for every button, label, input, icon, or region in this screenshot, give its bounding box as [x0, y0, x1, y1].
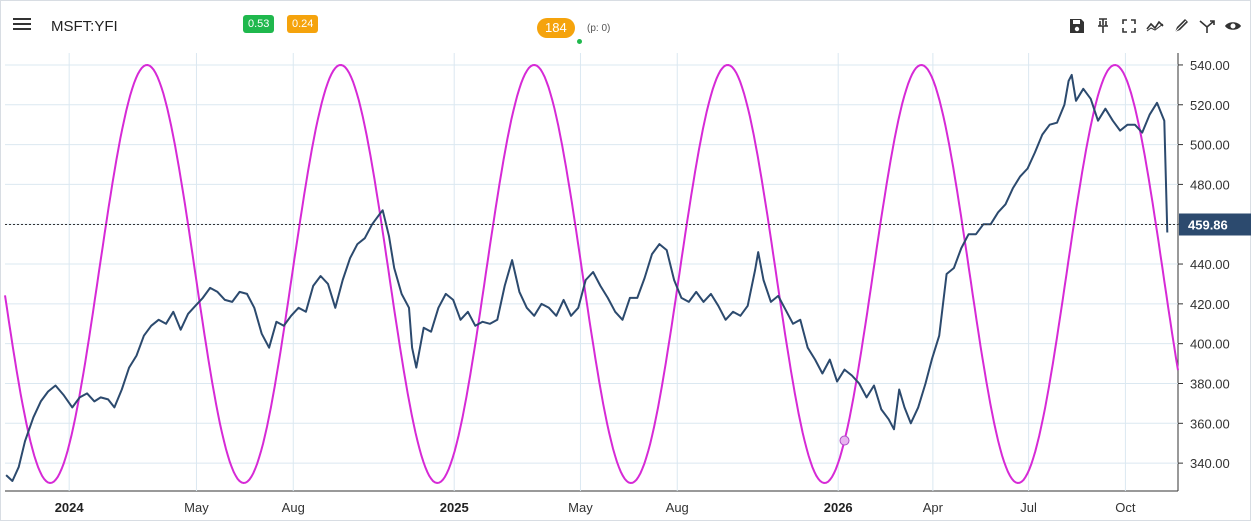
fork-icon[interactable] [1198, 17, 1216, 35]
x-tick-label: Oct [1115, 500, 1136, 515]
draw-icon[interactable] [1172, 17, 1190, 35]
last-price-indicator: 459.86 [5, 213, 1251, 236]
fullscreen-icon[interactable] [1120, 17, 1138, 35]
x-tick-label: Jul [1020, 500, 1037, 515]
x-tick-label: May [184, 500, 209, 515]
y-tick-label: 540.00 [1190, 58, 1230, 73]
menu-icon[interactable] [13, 15, 31, 33]
price-line [5, 73, 1169, 482]
x-axis: 2024 May Aug 2025 May Aug 2026 Apr Jul Oct [55, 500, 1136, 515]
status-dot [577, 39, 582, 44]
y-tick-label: 440.00 [1190, 257, 1230, 272]
x-tick-label: May [568, 500, 593, 515]
symbol-label[interactable]: MSFT:YFI [51, 18, 118, 35]
cycle-line [4, 63, 1179, 485]
top-bar: MSFT:YFI 0.53 0.24 184 (p: 0) [1, 1, 1251, 53]
trend-icon[interactable] [1146, 17, 1164, 35]
pin-icon[interactable] [1094, 17, 1112, 35]
x-tick-label: 2026 [824, 500, 853, 515]
indicator-badge-orange: 0.24 [287, 15, 319, 33]
x-tick-label: Aug [666, 500, 689, 515]
cycle-marker [839, 435, 850, 446]
toolbar [1068, 17, 1242, 35]
y-tick-label: 420.00 [1190, 297, 1230, 312]
y-tick-label: 340.00 [1190, 456, 1230, 471]
period-badge[interactable]: 184 [537, 18, 575, 38]
y-tick-label: 400.00 [1190, 337, 1230, 352]
x-tick-label: Aug [282, 500, 305, 515]
period-sub-label: (p: 0) [587, 23, 611, 34]
y-tick-label: 380.00 [1190, 376, 1230, 391]
x-tick-label: Apr [923, 500, 944, 515]
price-layer [5, 73, 1169, 482]
cycle-layer [4, 63, 1179, 485]
y-axis: 340.00360.00380.00400.00420.00440.00460.… [1190, 58, 1230, 471]
x-tick-label: 2025 [440, 500, 469, 515]
y-tick-label: 480.00 [1190, 177, 1230, 192]
eye-icon[interactable] [1224, 17, 1242, 35]
save-icon[interactable] [1068, 17, 1086, 35]
y-tick-label: 500.00 [1190, 138, 1230, 153]
x-tick-label: 2024 [55, 500, 85, 515]
y-tick-label: 360.00 [1190, 416, 1230, 431]
last-price-box [1179, 213, 1251, 236]
last-price-label: 459.86 [1188, 217, 1228, 232]
indicator-badge-green: 0.53 [243, 15, 275, 33]
y-tick-label: 520.00 [1190, 98, 1230, 113]
